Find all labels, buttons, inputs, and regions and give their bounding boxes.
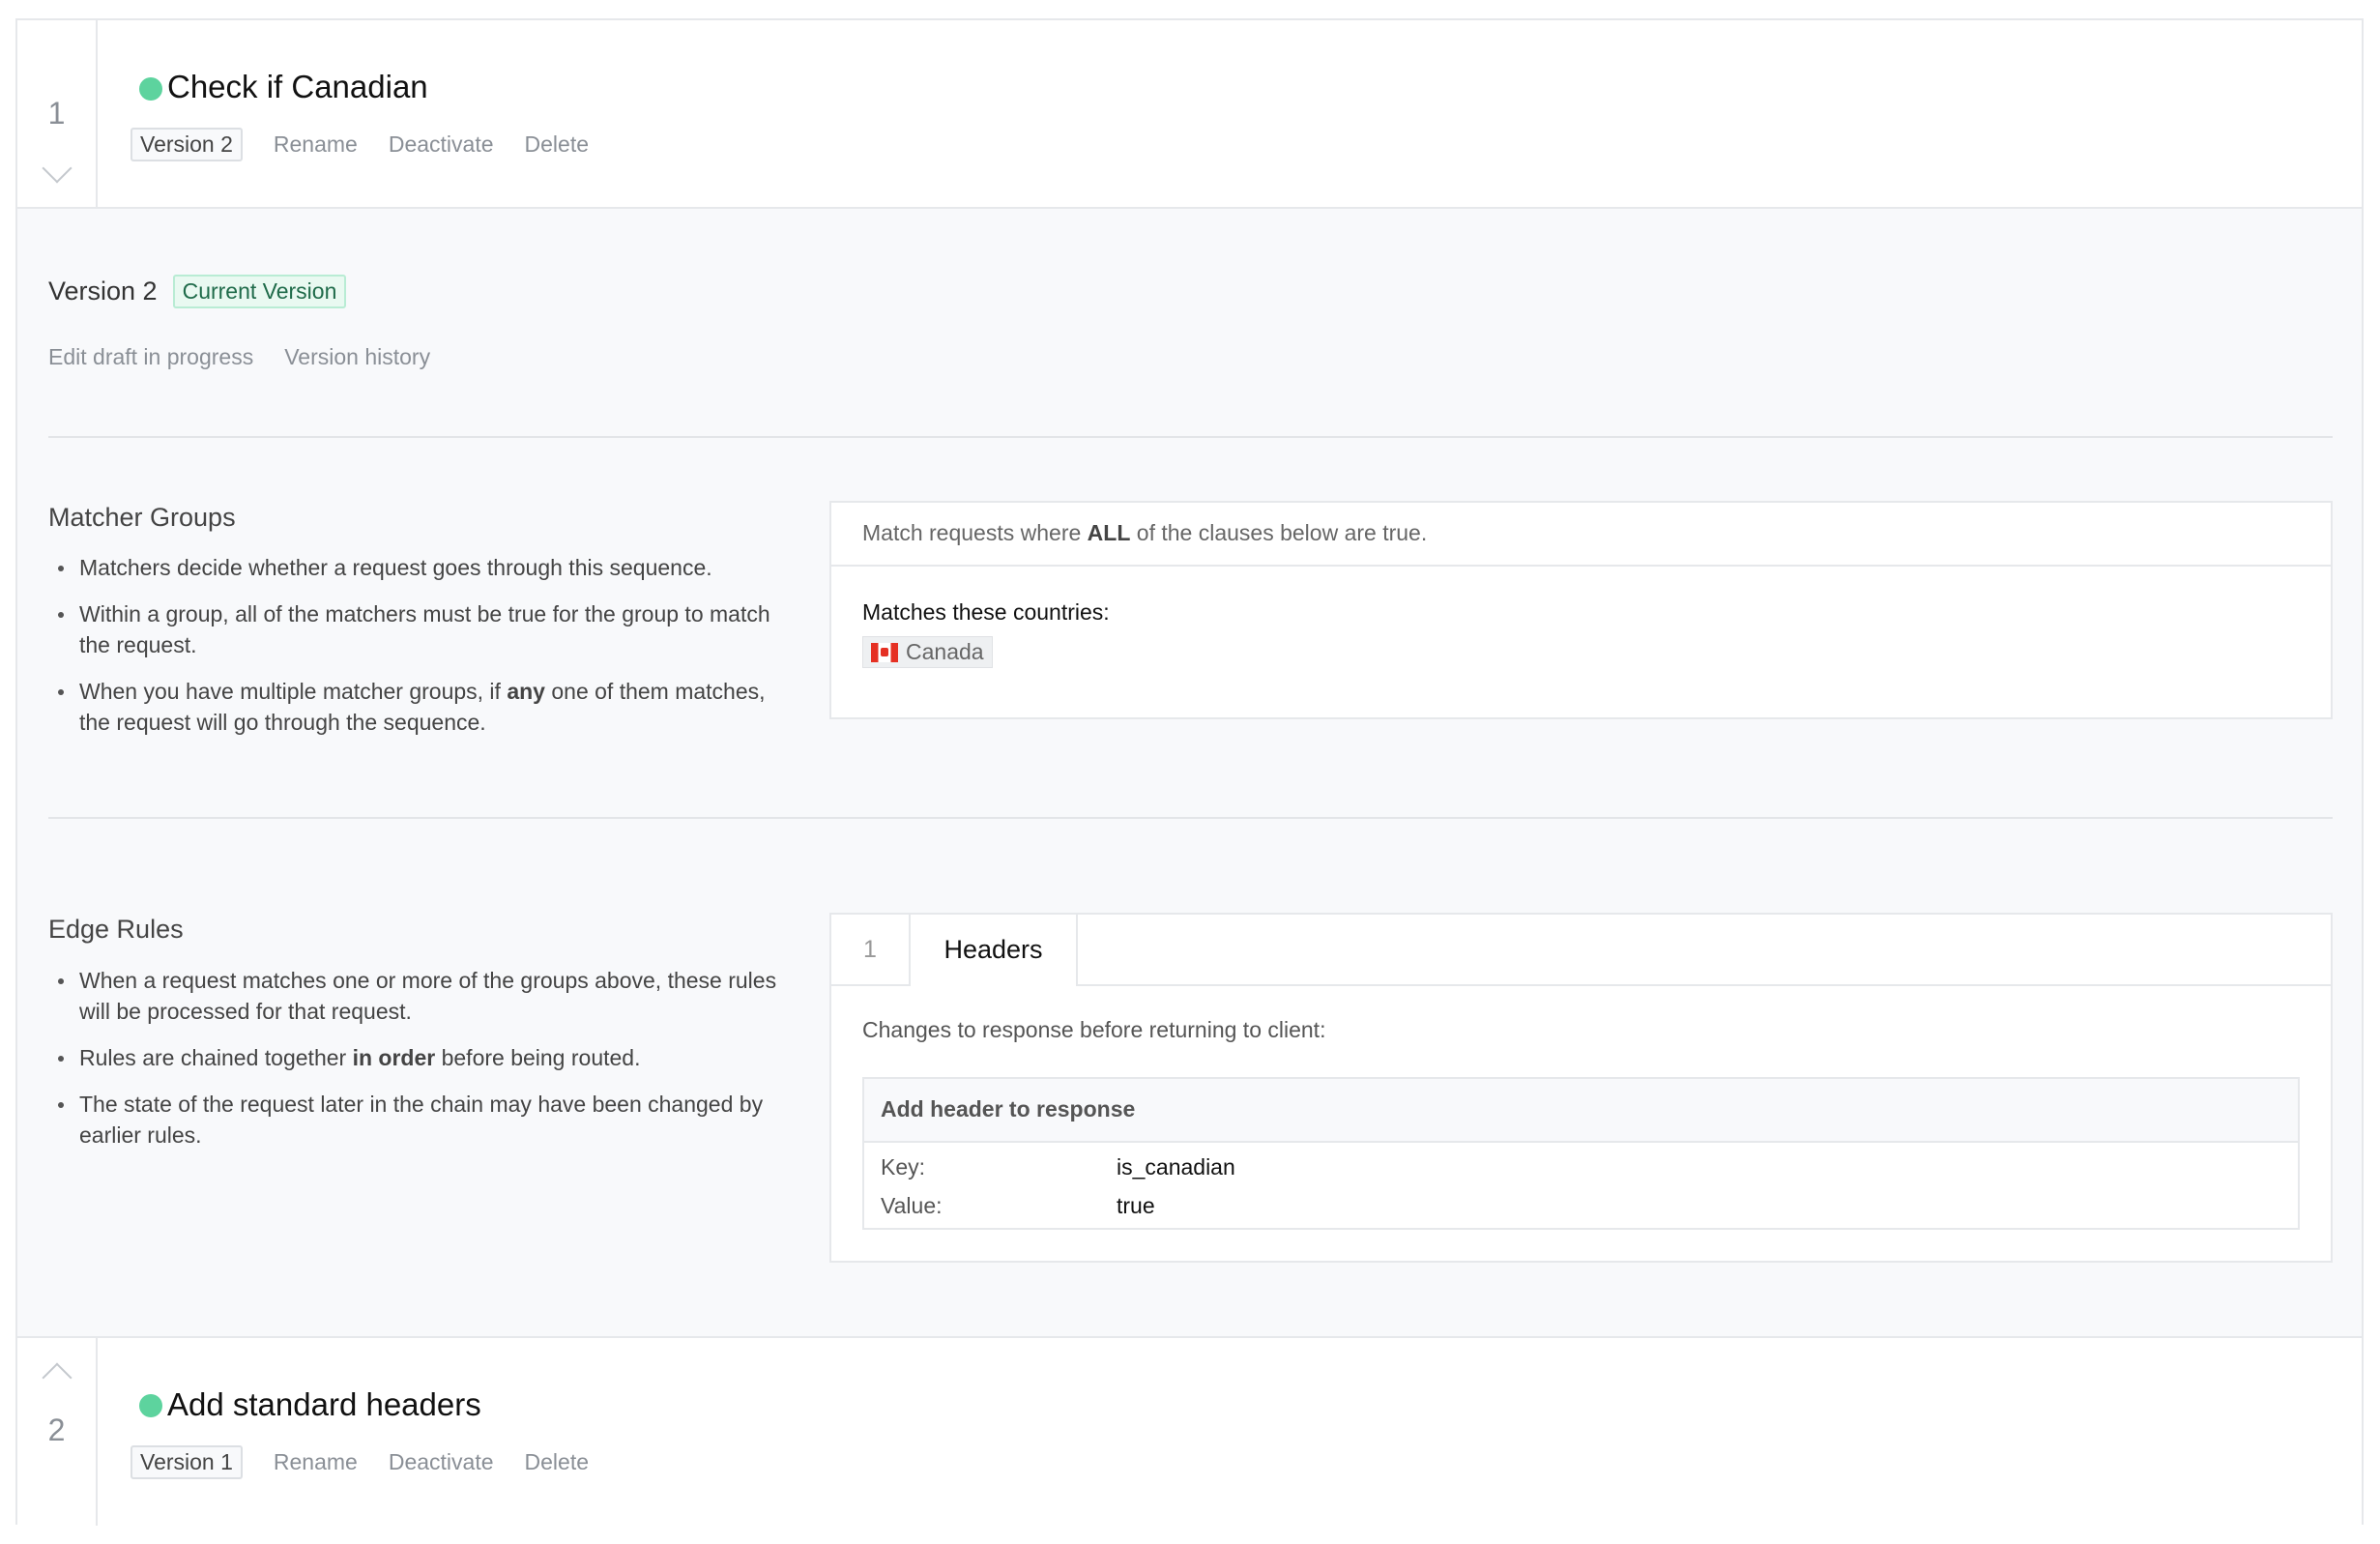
sequence-row[interactable]: 2 Add standard headers Version 1 Rename … — [17, 1338, 2362, 1526]
sequence-title: Add standard headers — [167, 1386, 481, 1422]
deactivate-button[interactable]: Deactivate — [388, 131, 494, 157]
rule-description: Changes to response before returning to … — [862, 1017, 1326, 1042]
sequence-detail: Version 2 Current Version Edit draft in … — [17, 207, 2362, 1338]
version-badge[interactable]: Version 2 — [131, 128, 243, 161]
list-item: When you have multiple matcher groups, i… — [48, 676, 783, 738]
value-label: Value: — [881, 1193, 943, 1218]
sequence-title: Check if Canadian — [167, 69, 428, 104]
sequence-gutter: 2 — [17, 1338, 98, 1526]
status-active-icon — [139, 1394, 162, 1417]
delete-button[interactable]: Delete — [524, 131, 589, 157]
divider — [48, 436, 2333, 438]
country-name: Canada — [906, 639, 984, 664]
key-label: Key: — [881, 1154, 926, 1180]
key-value: is_canadian — [1117, 1154, 1235, 1180]
list-item: Within a group, all of the matchers must… — [48, 598, 783, 660]
matcher-group-panel: Match requests where ALL of the clauses … — [829, 501, 2333, 719]
current-version-badge: Current Version — [172, 275, 347, 308]
country-tag: Canada — [862, 636, 993, 668]
sequence-row[interactable]: 1 Check if Canadian Version 2 Rename Dea… — [17, 20, 2362, 208]
list-item: Rules are chained together in order befo… — [48, 1042, 783, 1073]
list-item: When a request matches one or more of th… — [48, 965, 783, 1027]
tab-rule-number[interactable]: 1 — [831, 915, 911, 984]
edit-draft-link[interactable]: Edit draft in progress — [48, 344, 254, 369]
sequence-number: 1 — [47, 96, 66, 131]
sequence-number: 2 — [47, 1413, 66, 1447]
deactivate-button[interactable]: Deactivate — [388, 1449, 494, 1474]
add-header-title: Add header to response — [864, 1079, 2298, 1143]
matcher-help-list: Matchers decide whether a request goes t… — [48, 552, 783, 753]
sequence-list: 1 Check if Canadian Version 2 Rename Dea… — [15, 18, 2364, 1526]
rule-tabs: 1 Headers — [831, 915, 2331, 986]
edge-rules-heading: Edge Rules — [48, 915, 184, 944]
rename-button[interactable]: Rename — [273, 131, 358, 157]
version-title: Version 2 — [48, 277, 158, 306]
list-item: The state of the request later in the ch… — [48, 1089, 783, 1151]
sequence-gutter: 1 — [17, 20, 98, 208]
add-header-box: Add header to response Key: is_canadian … — [862, 1077, 2300, 1230]
version-badge[interactable]: Version 1 — [131, 1445, 243, 1479]
chevron-up-icon[interactable] — [42, 1362, 73, 1393]
chevron-down-icon[interactable] — [42, 153, 73, 184]
edge-help-list: When a request matches one or more of th… — [48, 965, 783, 1166]
version-history-link[interactable]: Version history — [284, 344, 431, 369]
countries-label: Matches these countries: — [862, 599, 1110, 625]
divider — [48, 817, 2333, 819]
delete-button[interactable]: Delete — [524, 1449, 589, 1474]
matcher-groups-heading: Matcher Groups — [48, 503, 236, 532]
rename-button[interactable]: Rename — [273, 1449, 358, 1474]
tab-headers[interactable]: Headers — [911, 915, 1078, 986]
list-item: Matchers decide whether a request goes t… — [48, 552, 783, 583]
value-value: true — [1117, 1193, 1155, 1218]
edge-rules-panel: 1 Headers Changes to response before ret… — [829, 913, 2333, 1263]
canada-flag-icon — [871, 642, 898, 662]
status-active-icon — [139, 77, 162, 101]
match-all-text: Match requests where ALL of the clauses … — [831, 503, 2331, 567]
